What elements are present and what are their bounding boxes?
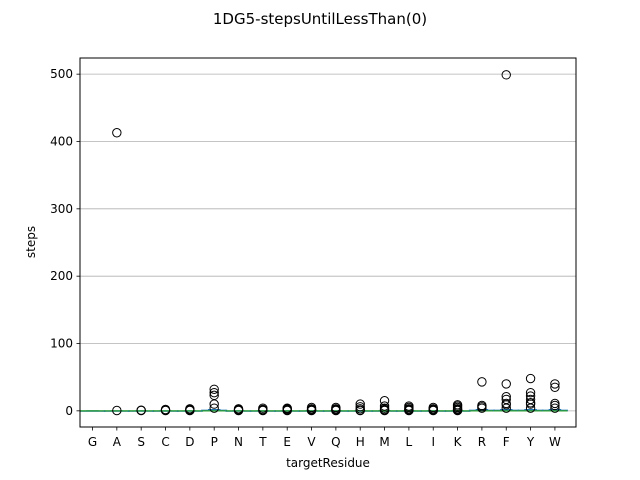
chart-title: 1DG5-stepsUntilLessThan(0) bbox=[213, 10, 427, 28]
y-axis: 0 100 200 300 400 500 bbox=[50, 67, 80, 418]
outlier-point bbox=[112, 405, 122, 416]
x-tick-label: E bbox=[283, 435, 291, 449]
box-group-E bbox=[274, 403, 301, 416]
box-group-V bbox=[298, 402, 325, 416]
outlier-point bbox=[550, 403, 560, 413]
y-tick-label: 0 bbox=[65, 404, 73, 418]
outlier-point bbox=[258, 403, 268, 413]
x-tick-label: T bbox=[258, 435, 267, 449]
outlier-point bbox=[501, 70, 511, 80]
outlier-point bbox=[501, 379, 511, 389]
box-group-F bbox=[493, 70, 520, 413]
outlier-point bbox=[355, 402, 365, 412]
box-group-N bbox=[225, 404, 252, 416]
box-group-K bbox=[444, 400, 471, 416]
outlier-point bbox=[477, 400, 487, 411]
x-tick-label: D bbox=[185, 435, 194, 449]
box-group-C bbox=[152, 404, 179, 416]
outlier-point bbox=[379, 396, 390, 406]
outlier-point bbox=[355, 399, 365, 409]
box-group-R bbox=[468, 377, 495, 413]
outlier-point bbox=[209, 384, 219, 394]
box-group-W bbox=[541, 379, 568, 413]
x-tick-label: Y bbox=[526, 435, 535, 449]
outlier-point bbox=[550, 379, 560, 389]
outlier-point bbox=[501, 391, 511, 402]
box-group-D bbox=[176, 404, 203, 416]
outlier-point bbox=[525, 398, 536, 408]
outlier-point bbox=[209, 387, 219, 398]
grid-layer bbox=[80, 73, 576, 412]
outlier-point bbox=[501, 394, 511, 405]
outlier-point bbox=[136, 405, 146, 415]
outlier-point bbox=[160, 404, 171, 415]
plot-frame bbox=[79, 57, 577, 428]
x-tick-label: R bbox=[478, 435, 486, 449]
x-tick-label: A bbox=[113, 435, 122, 449]
y-axis-label: steps bbox=[24, 226, 38, 258]
plot-area bbox=[79, 70, 568, 416]
outlier-point bbox=[331, 402, 341, 413]
box-group-P bbox=[201, 384, 228, 413]
box-group-H bbox=[347, 399, 374, 416]
outlier-point bbox=[501, 398, 511, 409]
x-tick-label: G bbox=[88, 435, 97, 449]
outlier-point bbox=[452, 400, 463, 410]
outlier-point bbox=[209, 403, 219, 413]
x-tick-label: F bbox=[503, 435, 510, 449]
outlier-point bbox=[550, 398, 560, 409]
outlier-point bbox=[185, 404, 195, 414]
outlier-point bbox=[525, 394, 536, 405]
box-group-Q bbox=[322, 402, 349, 416]
outlier-point bbox=[112, 128, 122, 138]
x-tick-label: W bbox=[549, 435, 561, 449]
y-tick-label: 100 bbox=[50, 337, 73, 351]
x-tick-label: I bbox=[431, 435, 435, 449]
x-tick-label: C bbox=[161, 435, 169, 449]
x-tick-label: S bbox=[137, 435, 145, 449]
x-tick-label: Q bbox=[331, 435, 340, 449]
x-tick-label: L bbox=[406, 435, 413, 449]
x-tick-label: K bbox=[454, 435, 463, 449]
box-group-T bbox=[249, 403, 276, 416]
x-tick-label: P bbox=[211, 435, 218, 449]
outlier-point bbox=[282, 403, 292, 413]
outlier-point bbox=[525, 387, 536, 398]
box-group-G bbox=[79, 410, 106, 412]
box-group-M bbox=[371, 396, 398, 416]
y-tick-label: 200 bbox=[50, 269, 73, 283]
box-group-A bbox=[103, 128, 130, 416]
x-tick-label: H bbox=[356, 435, 365, 449]
outlier-point bbox=[233, 404, 244, 414]
outlier-point bbox=[525, 391, 536, 401]
outlier-point bbox=[209, 390, 219, 401]
y-tick-label: 500 bbox=[50, 67, 73, 81]
outlier-point bbox=[379, 401, 390, 411]
outlier-point bbox=[525, 373, 536, 384]
x-tick-label: N bbox=[234, 435, 243, 449]
outlier-point bbox=[428, 402, 438, 413]
x-axis-label: targetResidue bbox=[286, 456, 370, 470]
outlier-point bbox=[404, 401, 414, 411]
box-group-L bbox=[395, 401, 422, 416]
box-group-I bbox=[420, 402, 447, 416]
outlier-point bbox=[306, 402, 317, 413]
box-group-Y bbox=[517, 373, 544, 413]
outlier-point bbox=[477, 377, 487, 387]
outlier-point bbox=[550, 382, 560, 392]
y-tick-label: 400 bbox=[50, 134, 73, 148]
y-tick-label: 300 bbox=[50, 202, 73, 216]
x-tick-label: V bbox=[307, 435, 316, 449]
x-tick-label: M bbox=[379, 435, 389, 449]
box-group-S bbox=[128, 405, 155, 416]
